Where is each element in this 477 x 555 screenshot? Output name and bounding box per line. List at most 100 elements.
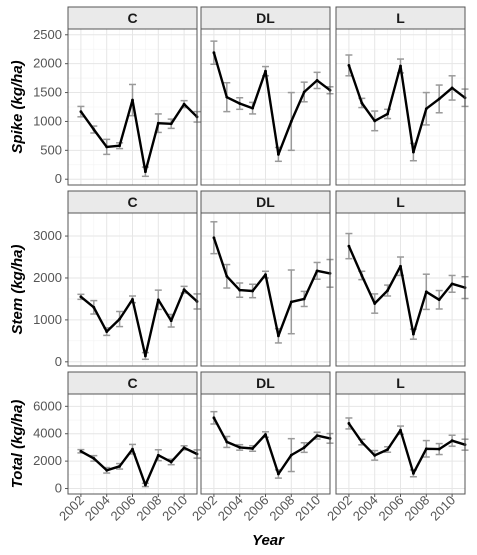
data-point <box>225 274 229 278</box>
data-point <box>92 305 96 309</box>
facet-strip-label: L <box>396 10 405 26</box>
panel-border <box>67 28 198 186</box>
data-point <box>105 145 109 149</box>
data-point <box>450 282 454 286</box>
data-point <box>169 122 173 126</box>
x-tick-label: 2010 <box>427 493 458 524</box>
facet-strip-label: L <box>396 194 405 210</box>
data-point <box>144 170 147 174</box>
y-tick-label: 2000 <box>33 56 62 71</box>
data-point <box>156 453 160 457</box>
data-point <box>360 440 364 444</box>
data-point <box>182 446 186 450</box>
y-axis-title: Spike (kg/ha) <box>9 60 26 153</box>
panel-border <box>67 212 198 367</box>
x-axis-title: Year <box>252 532 285 549</box>
y-tick-label: 2500 <box>33 27 62 42</box>
x-tick-label: 2008 <box>266 493 297 524</box>
series-line <box>347 245 466 336</box>
data-point <box>386 448 389 451</box>
facet-strip-label: C <box>127 10 137 26</box>
y-tick-label: 0 <box>55 481 62 496</box>
data-point <box>105 468 109 472</box>
x-tick-label: 2006 <box>241 493 272 524</box>
data-point <box>450 439 454 443</box>
data-point <box>399 428 402 432</box>
y-axis-title: Stem (kg/ha) <box>9 244 26 334</box>
data-point <box>225 440 229 444</box>
panel-border <box>335 28 466 186</box>
data-point <box>118 144 121 148</box>
data-point <box>277 152 280 156</box>
data-point <box>277 334 280 338</box>
series-line <box>347 64 466 154</box>
data-point <box>412 150 415 154</box>
data-point <box>437 97 441 101</box>
y-tick-label: 1000 <box>33 113 62 128</box>
data-point <box>315 434 319 438</box>
data-point <box>289 120 293 123</box>
data-point <box>302 297 306 301</box>
y-tick-label: 6000 <box>33 398 62 413</box>
data-point <box>289 453 293 457</box>
data-point <box>169 460 173 464</box>
x-tick-label: 2008 <box>133 493 164 524</box>
data-point <box>92 456 96 460</box>
x-tick-label: 2010 <box>159 493 190 524</box>
panel-border <box>200 212 331 367</box>
data-point <box>238 446 242 449</box>
series-line <box>79 98 198 173</box>
series-line <box>347 422 466 475</box>
data-point <box>424 290 428 294</box>
data-point <box>169 319 173 323</box>
series-line <box>212 52 331 156</box>
x-tick-label: 2004 <box>82 493 113 524</box>
data-point <box>238 288 242 292</box>
x-tick-label: 2004 <box>350 493 381 524</box>
x-tick-label: 2002 <box>324 493 355 524</box>
x-tick-label: 2010 <box>292 493 323 524</box>
data-point <box>118 464 121 468</box>
data-point <box>264 433 267 436</box>
x-tick-label: 2002 <box>56 493 87 524</box>
data-point <box>156 121 160 125</box>
data-point <box>360 274 364 277</box>
y-tick-label: 2000 <box>33 270 62 285</box>
y-tick-label: 4000 <box>33 426 62 441</box>
series-line <box>80 446 198 487</box>
y-tick-label: 0 <box>55 354 62 369</box>
y-tick-label: 3000 <box>33 228 62 243</box>
y-axis-title: Total (kg/ha) <box>9 400 26 489</box>
panel-border <box>200 28 331 186</box>
data-point <box>373 302 377 305</box>
data-point <box>144 483 147 487</box>
data-point <box>437 447 441 451</box>
data-point <box>399 264 402 268</box>
data-point <box>92 128 96 131</box>
series-line <box>212 237 331 337</box>
data-point <box>424 447 428 451</box>
data-point <box>212 416 216 420</box>
data-point <box>156 298 160 302</box>
data-point <box>79 110 83 114</box>
data-point <box>118 317 121 321</box>
data-point <box>251 106 255 110</box>
x-tick-label: 2006 <box>376 493 407 524</box>
data-point <box>315 79 319 82</box>
data-point <box>347 422 351 425</box>
data-point <box>450 86 454 90</box>
facet-strip-label: DL <box>256 375 275 391</box>
facet-strip-label: C <box>127 375 137 391</box>
data-point <box>105 330 109 334</box>
x-tick-label: 2004 <box>215 493 246 524</box>
facet-strip-label: DL <box>256 10 275 26</box>
data-point <box>373 453 377 457</box>
data-point <box>212 51 216 55</box>
panel-border <box>335 212 466 367</box>
facet-strip-label: DL <box>256 194 275 210</box>
series-line <box>80 288 198 358</box>
data-point <box>424 107 428 111</box>
data-point <box>79 295 83 299</box>
data-point <box>373 119 377 123</box>
data-point <box>412 471 415 475</box>
